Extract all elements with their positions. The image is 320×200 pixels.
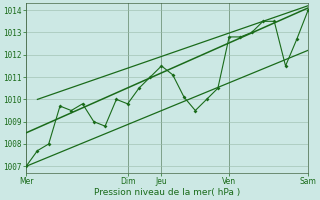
X-axis label: Pression niveau de la mer( hPa ): Pression niveau de la mer( hPa ) <box>94 188 240 197</box>
